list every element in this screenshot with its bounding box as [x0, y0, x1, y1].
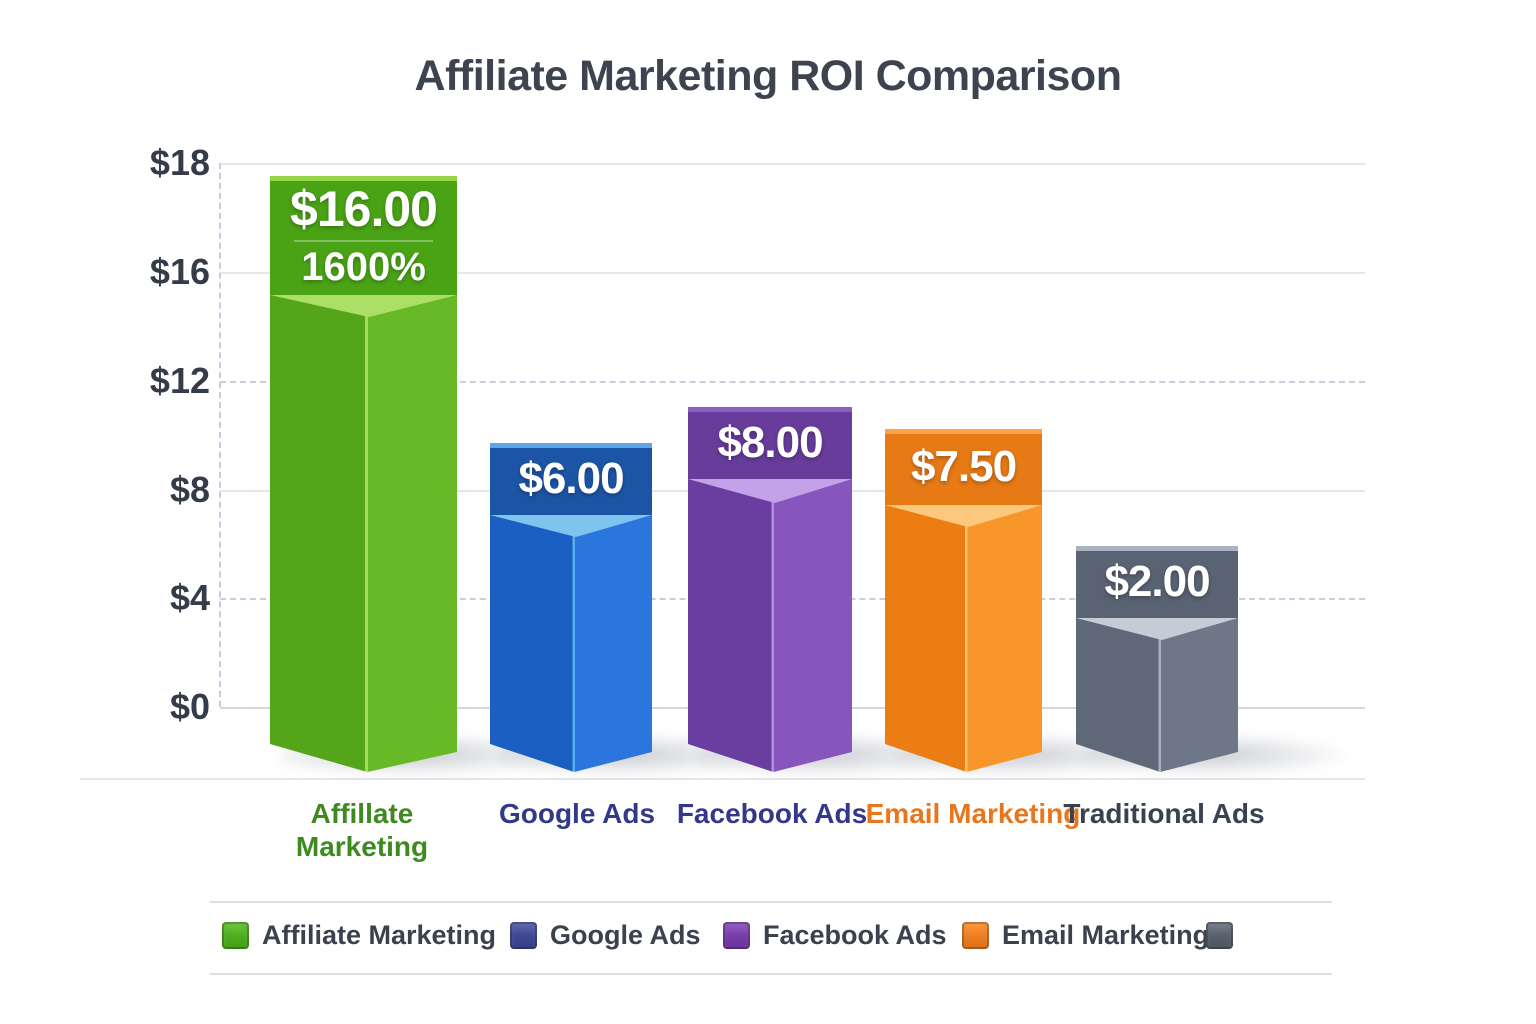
gridline — [220, 381, 1365, 383]
x-axis-category-label: Google Ads — [498, 798, 656, 829]
legend-label: Email Marketing — [1002, 920, 1210, 950]
legend-item: Google Ads — [510, 922, 701, 949]
bar-header: $8.00 — [688, 407, 852, 479]
bar-top-edge — [270, 176, 457, 181]
y-axis-tick-label: $12 — [149, 360, 210, 401]
legend-bottom-line — [210, 973, 1332, 975]
legend-item: Affiliate Marketing — [222, 922, 496, 949]
bar: $16.00 1600% — [270, 176, 457, 772]
y-axis-tick-label: $18 — [149, 142, 210, 183]
bar-body — [490, 515, 652, 772]
bar-body — [1076, 618, 1238, 772]
legend-label: Google Ads — [550, 920, 701, 950]
legend-item: Facebook Ads — [723, 922, 947, 949]
bar: $2.00 — [1076, 546, 1238, 772]
bar-label-divider — [294, 240, 433, 243]
x-axis-category-label: Traditional Ads — [1063, 798, 1265, 829]
bar-header: $6.00 — [490, 443, 652, 515]
gridline — [220, 163, 1365, 165]
gridline — [220, 272, 1365, 274]
legend-label: Affiliate Marketing — [262, 920, 497, 950]
bar-value-label: $7.50 — [910, 441, 1017, 491]
bar-value-label: $16.00 — [290, 180, 438, 237]
bar-body — [885, 505, 1042, 772]
legend-top-line — [210, 901, 1332, 903]
bar: $6.00 — [490, 443, 652, 772]
legend-item — [1206, 922, 1246, 949]
bar-body — [270, 295, 457, 772]
bar-top-edge — [490, 443, 652, 448]
legend-swatch-icon — [222, 922, 249, 949]
x-axis-category-label: Affillate Marketing — [295, 798, 429, 863]
y-axis-tick-label: $0 — [169, 686, 210, 727]
y-axis-tick-label: $4 — [169, 577, 210, 618]
bar: $8.00 — [688, 407, 852, 772]
bar: $7.50 — [885, 429, 1042, 772]
chart-title: Affiliate Marketing ROI Comparison — [414, 52, 1122, 100]
bar-top-edge — [1076, 546, 1238, 551]
bar-roi-annotation: 1600% — [301, 245, 426, 290]
axis-bottom-line — [80, 778, 1365, 780]
legend-item: Email Marketing — [962, 922, 1209, 949]
bar-value-label: $2.00 — [1104, 556, 1210, 606]
bar-body — [688, 479, 852, 772]
x-axis-category-label: Facebook Ads — [676, 798, 868, 829]
legend-swatch-icon — [510, 922, 537, 949]
bar-header: $16.00 1600% — [270, 176, 457, 295]
bar-header: $2.00 — [1076, 546, 1238, 618]
legend-swatch-icon — [1206, 922, 1233, 949]
bar-value-label: $8.00 — [717, 417, 823, 467]
bar-top-edge — [688, 407, 852, 412]
legend-label: Facebook Ads — [763, 920, 947, 950]
bar-header: $7.50 — [885, 429, 1042, 505]
y-axis-tick-label: $16 — [149, 251, 210, 292]
legend-swatch-icon — [723, 922, 750, 949]
y-axis-line — [219, 163, 221, 707]
legend-swatch-icon — [962, 922, 989, 949]
bar-value-label: $6.00 — [518, 453, 624, 503]
y-axis-tick-label: $8 — [169, 469, 210, 510]
x-axis-category-label: Email Marketing — [865, 798, 1081, 829]
bar-top-edge — [885, 429, 1042, 434]
